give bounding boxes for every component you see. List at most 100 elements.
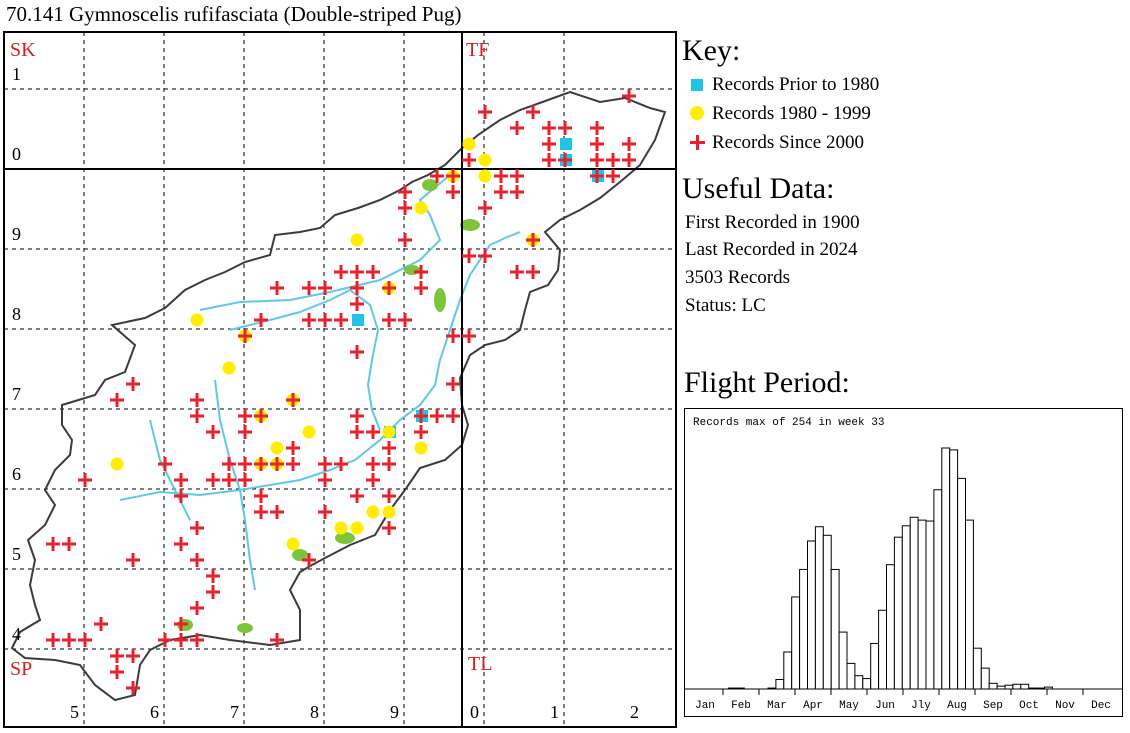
- river-ise: [229, 288, 381, 431]
- record-since-2000-marker: [494, 185, 508, 199]
- easting-label: 9: [390, 702, 399, 722]
- record-since-2000-marker: [590, 121, 604, 135]
- week-bar: [972, 647, 982, 690]
- northing-label: 8: [12, 304, 21, 324]
- record-since-2000-marker: [350, 297, 364, 311]
- record-since-2000-marker: [254, 489, 268, 503]
- record-since-2000-marker: [478, 105, 492, 119]
- record-since-2000-marker: [318, 457, 332, 471]
- record-since-2000-marker: [526, 233, 540, 247]
- record-since-2000-marker: [158, 457, 172, 471]
- record-1980-1999-marker: [190, 313, 204, 327]
- record-since-2000-marker: [94, 617, 108, 631]
- distribution-map: SK TF SP TL 1 0 9 8 7 6 5 4 5 6 7 8 9 0 …: [3, 31, 677, 728]
- record-since-2000-marker: [334, 265, 348, 279]
- record-since-2000-marker: [238, 409, 252, 423]
- record-since-2000-marker: [254, 457, 268, 471]
- record-since-2000-marker: [350, 265, 364, 279]
- woodland: [434, 288, 446, 312]
- week-bar: [957, 477, 967, 690]
- week-bar: [775, 679, 785, 690]
- week-bar: [830, 568, 840, 690]
- record-since-2000-marker: [318, 473, 332, 487]
- record-since-2000-marker: [110, 649, 124, 663]
- easting-label: 1: [550, 702, 559, 722]
- square-label-tl: TL: [468, 653, 492, 675]
- month-label: Sep: [983, 700, 1003, 712]
- record-since-2000-marker: [398, 201, 412, 215]
- record-since-2000-marker: [366, 425, 380, 439]
- record-since-2000-marker: [254, 409, 268, 423]
- easting-label: 7: [230, 702, 239, 722]
- week-bar: [965, 519, 974, 690]
- record-since-2000-marker: [446, 329, 460, 343]
- woodland: [460, 219, 480, 231]
- record-since-2000-marker: [542, 137, 556, 151]
- record-since-2000-marker: [206, 425, 220, 439]
- record-since-2000-marker: [382, 313, 396, 327]
- easting-label: 5: [70, 702, 79, 722]
- record-since-2000-marker: [590, 137, 604, 151]
- week-bar: [893, 536, 903, 690]
- record-1980-1999-marker: [350, 521, 364, 535]
- record-since-2000-marker: [510, 121, 524, 135]
- record-since-2000-marker: [238, 457, 252, 471]
- northing-label: 5: [12, 544, 21, 564]
- week-bar: [988, 682, 998, 690]
- record-since-2000-marker: [174, 489, 188, 503]
- week-bar: [791, 596, 801, 690]
- northing-label: 0: [12, 144, 21, 164]
- record-since-2000-marker: [478, 249, 492, 263]
- record-since-2000-marker: [462, 153, 476, 167]
- record-since-2000-marker: [174, 537, 188, 551]
- week-bar: [854, 675, 864, 690]
- woodland: [292, 549, 308, 561]
- week-bar: [783, 651, 793, 690]
- record-since-2000-marker: [190, 521, 204, 535]
- record-since-2000-marker: [110, 665, 124, 679]
- key-item-since-2000: Records Since 2000: [690, 132, 864, 154]
- week-bar: [1020, 683, 1030, 690]
- record-1980-1999-marker: [222, 361, 236, 375]
- blue-square-icon: [691, 79, 703, 91]
- week-bar: [901, 525, 911, 690]
- record-since-2000-marker: [366, 457, 380, 471]
- record-since-2000-marker: [190, 633, 204, 647]
- key-item-prior-1980: Records Prior to 1980: [690, 74, 879, 96]
- grid-labels: SK TF SP TL 1 0 9 8 7 6 5 4 5 6 7 8 9 0 …: [10, 39, 639, 722]
- record-since-2000-marker: [542, 153, 556, 167]
- record-1980-1999-marker: [414, 441, 428, 455]
- month-label: Feb: [731, 700, 751, 712]
- square-label-sp: SP: [10, 658, 32, 680]
- record-since-2000-marker: [126, 681, 140, 695]
- record-since-2000-marker: [558, 121, 572, 135]
- last-recorded: Last Recorded in 2024: [685, 239, 858, 260]
- record-since-2000-marker: [542, 121, 556, 135]
- record-since-2000-marker: [350, 281, 364, 295]
- record-since-2000-marker: [190, 409, 204, 423]
- record-1980-1999-marker: [334, 521, 348, 535]
- record-since-2000-marker: [382, 441, 396, 455]
- record-since-2000-marker: [590, 153, 604, 167]
- record-since-2000-marker: [190, 553, 204, 567]
- month-label: Jun: [875, 700, 895, 712]
- record-1980-1999-marker: [478, 153, 492, 167]
- week-bar: [822, 534, 832, 690]
- record-1980-1999-marker: [270, 441, 284, 455]
- key-title: Key:: [682, 34, 741, 67]
- record-since-2000-marker: [382, 281, 396, 295]
- record-1980-1999-marker: [382, 425, 396, 439]
- record-count: 3503 Records: [685, 267, 791, 288]
- record-1980-1999-marker: [366, 505, 380, 519]
- record-1980-1999-marker: [110, 457, 124, 471]
- record-since-2000-marker: [206, 585, 220, 599]
- record-since-2000-marker: [382, 489, 396, 503]
- week-bar: [838, 631, 848, 690]
- record-since-2000-marker: [302, 281, 316, 295]
- week-bar: [886, 564, 895, 690]
- record-since-2000-marker: [606, 169, 620, 183]
- record-since-2000-marker: [462, 329, 476, 343]
- county-boundary: [10, 90, 667, 702]
- record-since-2000-marker: [270, 633, 284, 647]
- record-1980-1999-marker: [382, 505, 396, 519]
